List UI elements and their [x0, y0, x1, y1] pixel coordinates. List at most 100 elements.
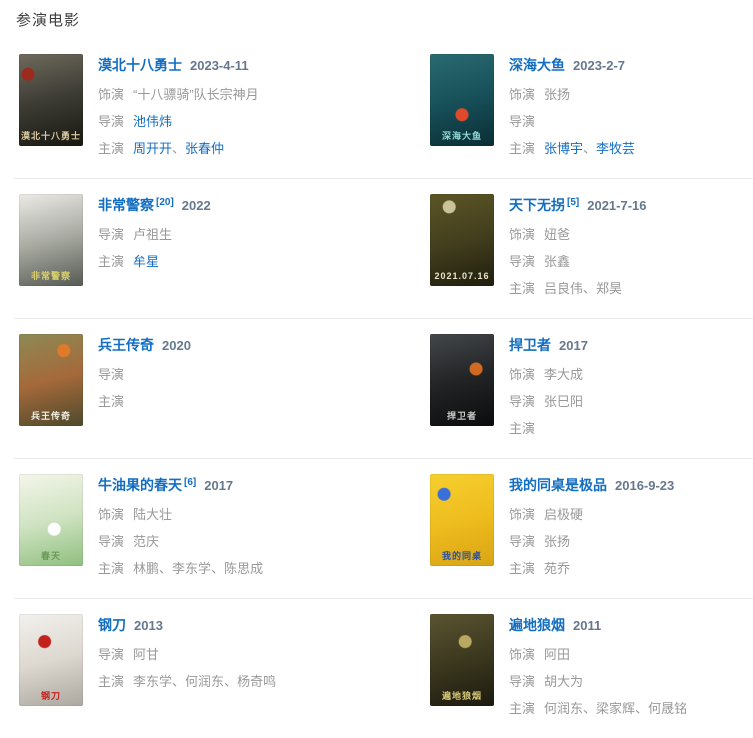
credit-line: 主演 李东学、何润东、杨奇鸣 [98, 668, 276, 695]
credit-label: 导演 [98, 534, 125, 549]
credit-label: 主演 [509, 561, 536, 576]
credit-label: 饰演 [98, 507, 125, 522]
credit-line: 饰演 妞爸 [509, 221, 647, 248]
credit-line: 主演 周开开、张春仲 [98, 135, 259, 162]
credit-line: 饰演 陆大壮 [98, 501, 263, 528]
movie-title-link[interactable]: 兵王传奇 [98, 337, 154, 353]
credit-name-link[interactable]: 张博宇 [544, 141, 584, 156]
poster-caption: 2021.07.16 [434, 271, 490, 281]
credit-name: 何晟铭 [648, 701, 688, 716]
movie-info: 深海大鱼 2023-2-7 饰演 张扬 导演 主演 张博宇、李牧芸 [509, 54, 635, 162]
movie-title-link[interactable]: 牛油果的春天 [98, 477, 182, 493]
credit-name-link[interactable]: 张春仲 [185, 141, 225, 156]
credit-name: 陆大壮 [133, 507, 173, 522]
reference-sup[interactable]: [20] [156, 196, 174, 208]
movie-title-link[interactable]: 漠北十八勇士 [98, 57, 182, 73]
poster-caption: 捍卫者 [446, 411, 477, 421]
movie-title-link[interactable]: 非常警察 [98, 197, 154, 213]
credit-label: 主演 [98, 674, 125, 689]
poster-caption: 我的同桌 [441, 551, 482, 561]
movie-title-link[interactable]: 捍卫者 [509, 337, 551, 353]
movie-info: 遍地狼烟 2011 饰演 阿田 导演 胡大为 主演 何润东、梁家辉、何晟铭 [509, 614, 687, 722]
movie-info: 牛油果的春天 [6] 2017 饰演 陆大壮 导演 范庆 主演 林鹏、李东学、陈思成 [98, 474, 263, 582]
credit-name: 启极硬 [544, 507, 584, 522]
credit-label: 饰演 [509, 507, 536, 522]
movie-poster[interactable]: 钢刀 [19, 614, 83, 706]
movie-title-link[interactable]: 遍地狼烟 [509, 617, 565, 633]
credit-name: 妞爸 [544, 227, 571, 242]
credit-line: 主演 吕良伟、郑昊 [509, 275, 647, 302]
credit-name: 李东学 [172, 561, 212, 576]
credit-label: 主演 [509, 141, 536, 156]
credit-name: 阿田 [544, 647, 571, 662]
credit-name: 郑昊 [596, 281, 623, 296]
credit-label: 饰演 [509, 227, 536, 242]
movie-poster[interactable]: 深海大鱼 [430, 54, 494, 146]
credit-name: 李东学 [133, 674, 173, 689]
credit-label: 导演 [98, 114, 125, 129]
movie-title-link[interactable]: 天下无拐 [509, 197, 565, 213]
credit-name-link[interactable]: 池伟炜 [133, 114, 173, 129]
movie-info: 非常警察 [20] 2022 导演 卢祖生 主演 牟星 [98, 194, 211, 275]
credit-name: 梁家辉 [596, 701, 636, 716]
credit-label: 导演 [509, 534, 536, 549]
poster-caption: 非常警察 [30, 271, 71, 281]
credit-name: “十八骠骑”队长宗神月 [133, 87, 259, 102]
credit-label: 导演 [509, 114, 536, 129]
name-separator: 、 [583, 141, 597, 156]
movie-poster[interactable]: 我的同桌 [430, 474, 494, 566]
reference-sup[interactable]: [5] [567, 196, 580, 208]
movie-row: 钢刀 钢刀 2013 导演 阿甘 主演 李东学、何润东、杨奇鸣 遍地狼烟 遍地狼烟 2011 饰演阿… [14, 599, 753, 738]
movie-poster[interactable]: 捍卫者 [430, 334, 494, 426]
movie-poster[interactable]: 非常警察 [19, 194, 83, 286]
movie-poster[interactable]: 2021.07.16 [430, 194, 494, 286]
credit-label: 导演 [509, 254, 536, 269]
credit-name: 吕良伟 [544, 281, 584, 296]
release-date: 2020 [162, 338, 191, 353]
credit-name: 张巳阳 [544, 394, 584, 409]
movie-card: 非常警察 非常警察 [20] 2022 导演 卢祖生 主演 牟星 [14, 179, 425, 318]
movie-title-link[interactable]: 钢刀 [98, 617, 126, 633]
credit-line: 主演 苑乔 [509, 555, 674, 582]
credit-name: 张鑫 [544, 254, 571, 269]
credit-line: 导演 张巳阳 [509, 388, 588, 415]
credit-label: 主演 [509, 281, 536, 296]
credit-line: 导演 卢祖生 [98, 221, 211, 248]
movie-title-link[interactable]: 我的同桌是极品 [509, 477, 607, 493]
movie-poster[interactable]: 兵王传奇 [19, 334, 83, 426]
credit-line: 主演 张博宇、李牧芸 [509, 135, 635, 162]
credit-line: 主演 [98, 388, 191, 415]
movie-title-line: 非常警察 [20] 2022 [98, 195, 211, 216]
credit-name-link[interactable]: 牟星 [133, 254, 160, 269]
credit-line: 导演 [98, 361, 191, 388]
credit-name: 卢祖生 [133, 227, 173, 242]
credit-label: 导演 [98, 227, 125, 242]
movie-row: 兵王传奇 兵王传奇 2020 导演 主演 捍卫者 捍卫者 2017 饰演 李大成 导演 张巳阳 主演 [14, 319, 753, 459]
credit-name: 陈思成 [224, 561, 264, 576]
movie-poster[interactable]: 遍地狼烟 [430, 614, 494, 706]
movie-title-link[interactable]: 深海大鱼 [509, 57, 565, 73]
credit-name-link[interactable]: 李牧芸 [596, 141, 636, 156]
credit-label: 导演 [98, 367, 125, 382]
poster-caption: 钢刀 [40, 691, 61, 701]
credit-name-link[interactable]: 周开开 [133, 141, 173, 156]
release-date: 2022 [181, 198, 211, 213]
release-date: 2021-7-16 [587, 198, 647, 213]
movie-grid: 漠北十八勇士 漠北十八勇士 2023-4-11 饰演 “十八骠骑”队长宗神月 导演 池伟炜主… [0, 39, 753, 738]
movie-card: 漠北十八勇士 漠北十八勇士 2023-4-11 饰演 “十八骠骑”队长宗神月 导演 池伟炜主… [14, 39, 425, 178]
poster-caption: 遍地狼烟 [441, 691, 482, 701]
credit-name: 张扬 [544, 534, 571, 549]
movie-row: 漠北十八勇士 漠北十八勇士 2023-4-11 饰演 “十八骠骑”队长宗神月 导演 池伟炜主… [14, 39, 753, 179]
movie-title-line: 漠北十八勇士 2023-4-11 [98, 55, 259, 76]
movie-row: 春天 牛油果的春天 [6] 2017 饰演 陆大壮 导演 范庆 主演 林鹏、李东学、陈思成 我的同桌… [14, 459, 753, 599]
poster-caption: 漠北十八勇士 [21, 131, 82, 141]
credit-name: 李大成 [544, 367, 584, 382]
poster-caption: 春天 [40, 551, 61, 561]
release-date: 2011 [573, 618, 602, 633]
reference-sup[interactable]: [6] [184, 476, 197, 488]
movie-title-line: 我的同桌是极品 2016-9-23 [509, 475, 674, 496]
movie-poster[interactable]: 漠北十八勇士 [19, 54, 83, 146]
movie-poster[interactable]: 春天 [19, 474, 83, 566]
credit-label: 主演 [509, 701, 536, 716]
release-date: 2023-2-7 [573, 58, 626, 73]
